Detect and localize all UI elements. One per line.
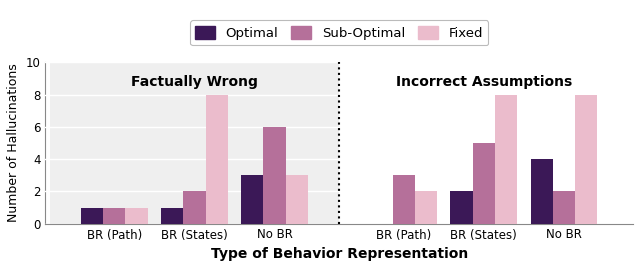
Text: Factually Wrong: Factually Wrong (131, 75, 258, 89)
Bar (451, 191, 473, 224)
Bar (531, 159, 553, 224)
Bar (575, 95, 597, 224)
X-axis label: Type of Behavior Representation: Type of Behavior Representation (211, 247, 468, 261)
Bar (205, 95, 228, 224)
Bar (415, 191, 437, 224)
Bar (161, 207, 183, 224)
Bar (473, 143, 495, 224)
Bar (553, 191, 575, 224)
Bar (125, 207, 148, 224)
Bar (183, 191, 205, 224)
Legend: Optimal, Sub-Optimal, Fixed: Optimal, Sub-Optimal, Fixed (190, 20, 488, 45)
Text: Incorrect Assumptions: Incorrect Assumptions (396, 75, 572, 89)
Bar (103, 207, 125, 224)
Bar (81, 207, 103, 224)
Bar (241, 175, 264, 224)
Bar (285, 175, 308, 224)
Bar (392, 175, 415, 224)
Bar (495, 95, 517, 224)
Bar (50, 62, 339, 224)
Y-axis label: Number of Hallucinations: Number of Hallucinations (7, 64, 20, 222)
Bar (264, 127, 285, 224)
Bar (339, 62, 628, 224)
